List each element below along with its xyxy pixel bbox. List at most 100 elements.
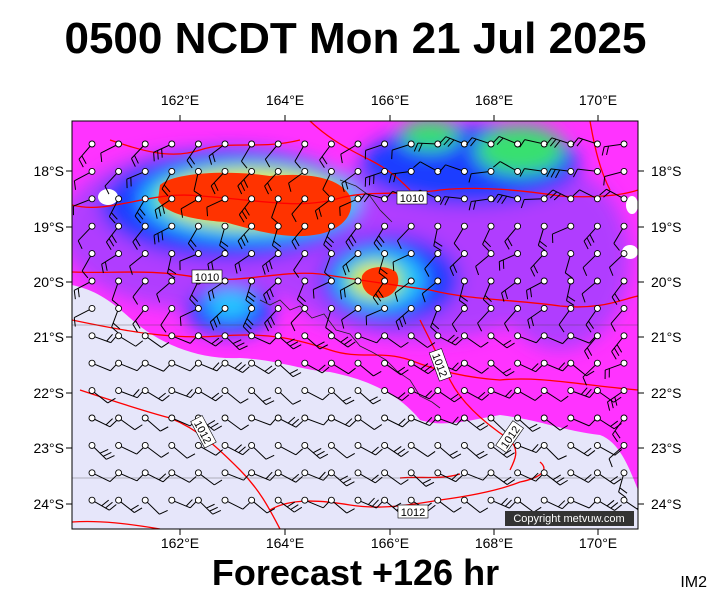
wind-barb [168, 387, 197, 399]
wind-barb [132, 304, 149, 333]
wind-barb [407, 441, 436, 458]
wind-barb [365, 304, 389, 326]
wind-barb [540, 469, 568, 486]
wind-barb [301, 469, 330, 481]
wind-barb [221, 469, 251, 481]
wind-barb [388, 167, 415, 183]
wind-barb [73, 167, 96, 190]
wind-barb [618, 469, 628, 498]
wind-barb [132, 277, 149, 305]
wind-barb [274, 387, 302, 405]
wind-barb [572, 189, 601, 203]
wind-barb [540, 496, 570, 510]
wind-barb [514, 414, 541, 432]
wind-barb [271, 222, 282, 252]
wind-barb [237, 222, 256, 250]
map-title: 0500 NCDT Mon 21 Jul 2025 [64, 14, 647, 63]
dry-patch [626, 196, 638, 214]
wind-barb [501, 277, 522, 302]
wind-barb [540, 332, 570, 345]
wind-barb [381, 414, 410, 428]
wind-barb [221, 496, 250, 510]
lat-label: 19°S [33, 219, 64, 235]
wind-barb [381, 441, 409, 457]
wind-barb [434, 469, 463, 483]
wind-barb [161, 167, 176, 197]
wind-barb [611, 277, 628, 305]
wind-barb [168, 359, 197, 372]
wind-barb [487, 332, 515, 349]
wind-barb [468, 195, 495, 211]
wind-barb [186, 140, 202, 169]
wind-barb [219, 222, 229, 252]
wind-barb [487, 359, 515, 377]
wind-barb [327, 414, 357, 428]
wind-barb [540, 359, 570, 372]
wind-barb [394, 277, 415, 302]
wind-barb [433, 222, 443, 252]
copyright-box [505, 511, 634, 526]
wind-barb [327, 332, 356, 348]
wind-barb [115, 469, 144, 482]
wind-barb [141, 359, 171, 372]
wind-barb [78, 140, 96, 168]
wind-barb [293, 250, 309, 278]
wind-barb [111, 277, 123, 307]
wind-barb [608, 441, 628, 468]
wind-barb [153, 222, 176, 245]
wind-barb [274, 441, 303, 456]
wind-barb [611, 332, 628, 360]
wind-barb [319, 140, 335, 168]
wind-barb [434, 414, 463, 426]
wind-barb [593, 441, 623, 456]
wind-barb [545, 189, 575, 203]
wind-barb [73, 277, 96, 300]
wind-barb [413, 140, 442, 152]
wind-barb [72, 195, 96, 216]
wind-barb [465, 137, 495, 148]
wind-barb [115, 414, 143, 431]
wind-barb [453, 222, 468, 251]
wind-barb [132, 222, 149, 250]
wind-barb [101, 250, 123, 274]
wind-barb [572, 137, 601, 148]
wind-barb [187, 222, 202, 251]
wind-barb [567, 496, 596, 509]
wind-barb [584, 332, 601, 360]
wind-barb [327, 387, 355, 405]
wind-barb [221, 332, 248, 351]
wind-barb [301, 332, 329, 350]
wind-barb [141, 469, 171, 483]
wind-barb [581, 277, 601, 303]
wind-barb [264, 304, 282, 332]
wind-barb [407, 359, 436, 375]
wind-barb [540, 387, 569, 402]
wind-barb [514, 496, 542, 513]
wind-barb [407, 387, 437, 400]
wind-barb [238, 195, 256, 223]
wind-barb [582, 250, 601, 277]
wind-barb [460, 414, 489, 431]
wind-barb [168, 332, 197, 344]
lon-label: 162°E [161, 92, 199, 108]
heavy-rain-core [158, 172, 352, 237]
graticule [72, 324, 638, 479]
wind-barb [264, 167, 282, 195]
wind-barb [477, 304, 495, 332]
wind-barb [194, 359, 224, 372]
wind-barb [487, 496, 516, 509]
wind-barb [514, 332, 543, 344]
wind-barb [460, 359, 489, 374]
wind-barb [487, 387, 517, 399]
wind-barb [301, 387, 330, 401]
wind-barb [567, 469, 596, 483]
wind-barb [395, 304, 415, 331]
wind-barb [208, 140, 229, 165]
wind-barb [583, 222, 601, 250]
wind-barb [527, 304, 548, 329]
wind-barb [487, 414, 514, 433]
wind-barb [248, 332, 277, 345]
wind-barb [460, 496, 489, 514]
wind-barb [460, 469, 490, 481]
